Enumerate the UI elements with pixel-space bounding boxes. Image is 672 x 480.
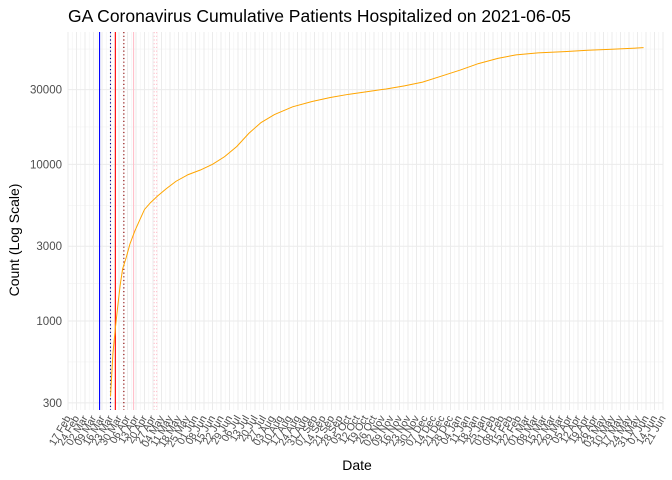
reference-lines	[99, 32, 158, 410]
y-tick-label: 30000	[30, 85, 62, 97]
major-gridlines	[67, 32, 664, 410]
x-axis-title: Date	[342, 457, 372, 473]
y-tick-label: 3000	[36, 241, 62, 253]
y-tick-label: 300	[43, 398, 62, 410]
series-line	[110, 47, 644, 397]
series-layer	[110, 47, 644, 397]
chart-title: GA Coronavirus Cumulative Patients Hospi…	[68, 6, 571, 26]
y-tick-labels: 300 1000 3000 10000 30000	[30, 85, 62, 410]
y-axis-title: Count (Log Scale)	[6, 184, 22, 297]
y-tick-label: 1000	[36, 316, 62, 328]
y-tick-label: 10000	[30, 159, 62, 171]
